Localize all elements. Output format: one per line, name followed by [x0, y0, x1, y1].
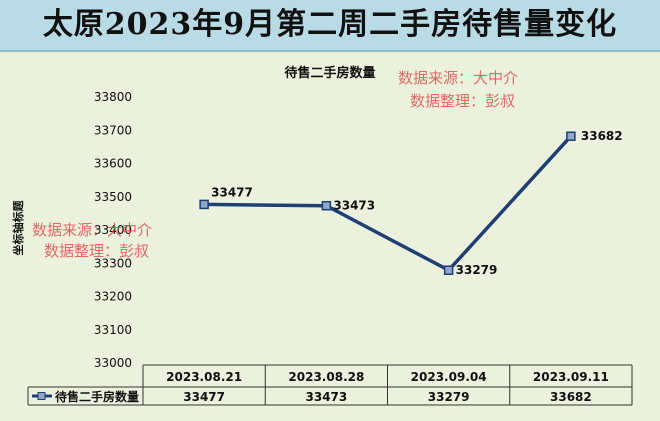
y-tick-label: 33800	[94, 90, 132, 104]
y-axis-label: 坐标轴标题	[11, 200, 25, 256]
series-layer: 33477 33473 33279 33682	[199, 129, 623, 277]
table-value: 33477	[183, 390, 225, 404]
y-tick-label: 33000	[94, 356, 132, 370]
plot-background	[0, 52, 660, 421]
watermark-top: 数据来源：大中介 数据整理：彭叔	[398, 69, 518, 110]
y-tick-label: 33700	[94, 123, 132, 137]
watermark-line2: 数据整理：彭叔	[44, 242, 149, 260]
x-category-label: 2023.09.04	[411, 370, 487, 384]
data-point	[199, 199, 209, 210]
y-tick-label: 33200	[94, 290, 132, 304]
x-category-label: 2023.08.21	[166, 370, 242, 384]
watermark-line1: 数据来源：大中介	[398, 69, 518, 87]
table-value: 33473	[306, 390, 348, 404]
y-tick-label: 33300	[94, 256, 132, 270]
table-value: 33682	[550, 390, 592, 404]
data-table: 2023.08.21 2023.08.28 2023.09.04 2023.09.11…	[32, 370, 609, 404]
table-grid	[27, 364, 633, 406]
y-tick-label: 33600	[94, 157, 132, 171]
data-label: 33473	[333, 199, 375, 213]
data-point	[321, 200, 332, 211]
watermark-line1: 数据来源：大中介	[32, 221, 152, 239]
y-axis-ticks: 33000 33100 33200 33300 33400 33500 33600 33700…	[94, 90, 132, 370]
chart-title: 待售二手房数量	[283, 65, 375, 81]
data-label: 33477	[211, 185, 253, 199]
x-category-label: 2023.09.11	[533, 370, 609, 384]
banner-title: 太原2023年9月第二周二手房待售量变化	[0, 0, 660, 52]
x-category-label: 2023.08.28	[288, 370, 364, 384]
y-tick-label: 33100	[94, 323, 132, 337]
y-tick-label: 33400	[94, 223, 132, 237]
series-line	[204, 135, 573, 272]
data-point	[443, 265, 454, 275]
data-point	[566, 131, 576, 141]
watermark-line2: 数据整理：彭叔	[410, 92, 515, 110]
legend-series-name: 待售二手房数量	[55, 389, 139, 404]
y-tick-label: 33500	[94, 190, 132, 204]
table-value: 33279	[428, 390, 470, 404]
legend-marker	[37, 392, 46, 400]
data-label: 33682	[581, 129, 623, 143]
data-label: 33279	[456, 263, 498, 277]
watermark-left: 数据来源：大中介 数据整理：彭叔	[32, 221, 152, 260]
